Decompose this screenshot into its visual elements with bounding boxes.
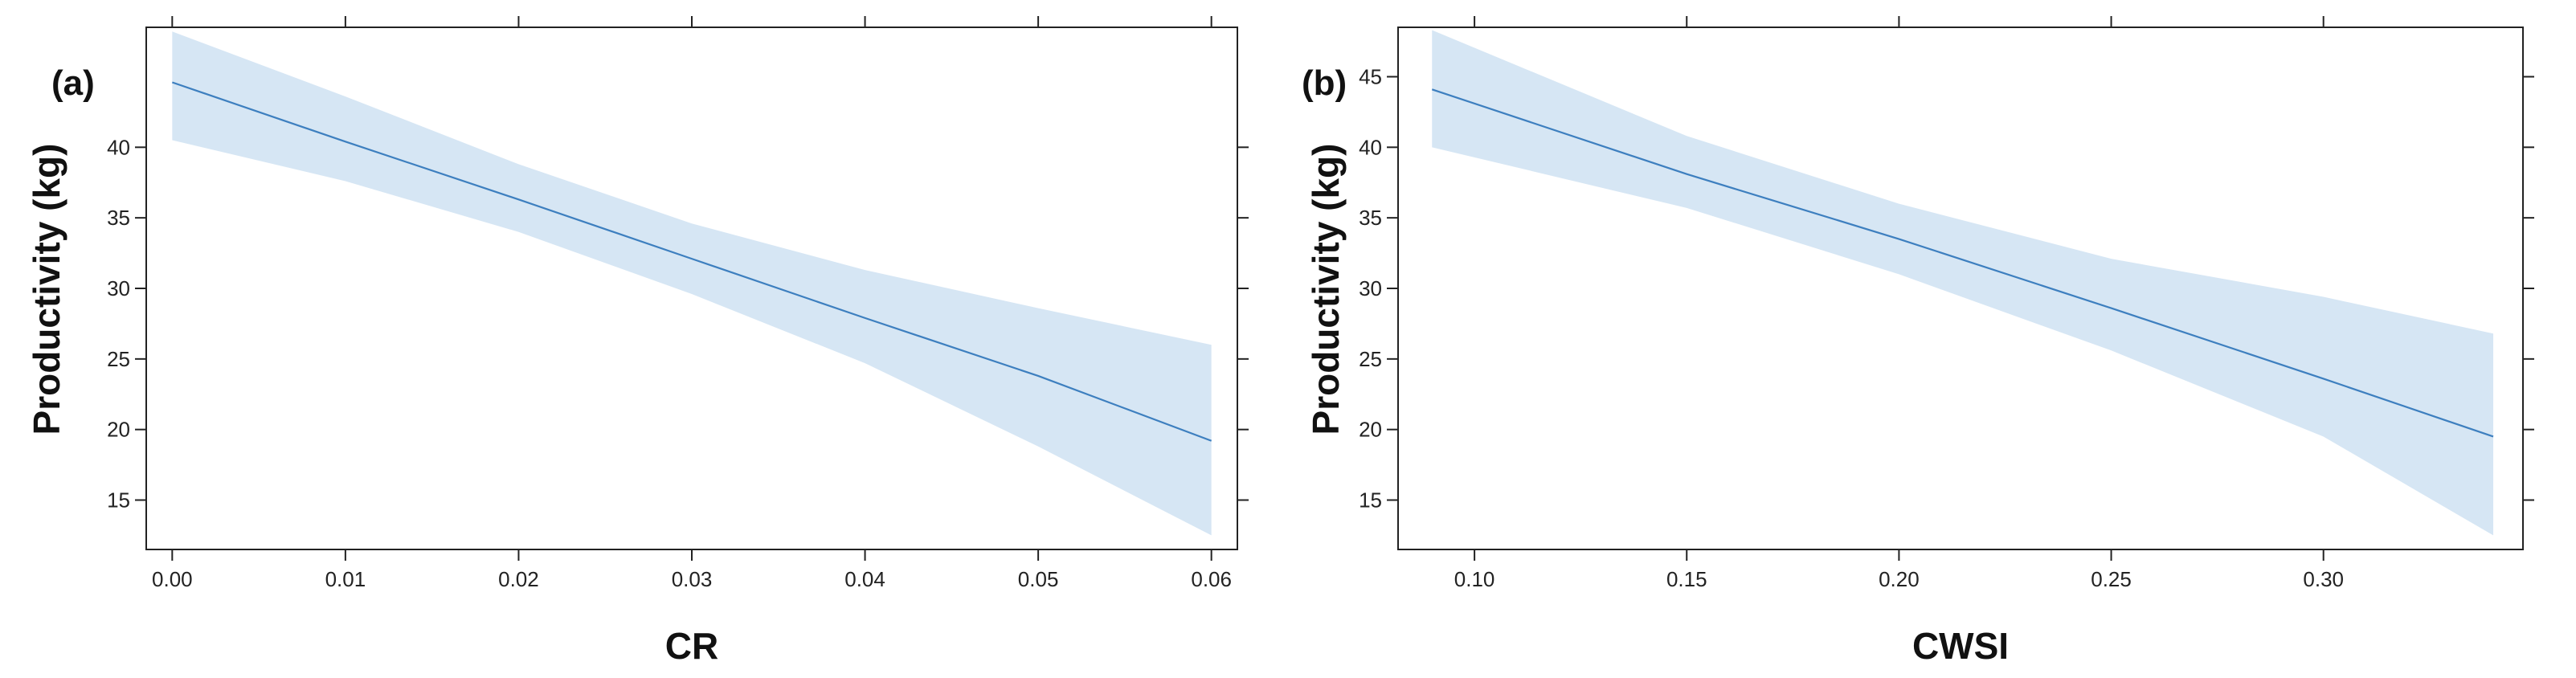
x-tick-label: 0.06 [1191, 567, 1232, 591]
y-tick-label: 20 [107, 418, 130, 442]
panel-label: (a) [51, 63, 95, 103]
confidence-band [1432, 30, 2494, 536]
y-tick-label: 35 [107, 206, 130, 230]
x-tick-label: 0.25 [2091, 567, 2132, 591]
y-tick-label: 15 [1359, 488, 1382, 513]
x-tick-label: 0.30 [2303, 567, 2344, 591]
panel-label: (b) [1302, 63, 1347, 103]
y-tick-label: 25 [1359, 347, 1382, 371]
y-tick-label: 15 [107, 488, 130, 513]
chart-panel-1: 0.00 0.01 0.02 0.03 0.04 0.05 0.06 15 20 25 30 35 40… [26, 16, 1249, 667]
x-axis-title: CWSI [1912, 625, 2009, 667]
confidence-band [172, 31, 1212, 536]
y-tick-label: 30 [1359, 276, 1382, 300]
x-tick-label: 0.02 [498, 567, 539, 591]
y-tick-label: 35 [1359, 206, 1382, 230]
x-tick-label: 0.00 [152, 567, 193, 591]
x-tick-label: 0.05 [1018, 567, 1059, 591]
y-tick-label: 30 [107, 276, 130, 300]
x-tick-label: 0.20 [1879, 567, 1920, 591]
y-tick-label: 40 [107, 135, 130, 159]
y-tick-label: 25 [107, 347, 130, 371]
x-tick-label: 0.15 [1666, 567, 1707, 591]
x-axis-title: CR [665, 625, 718, 667]
y-axis-title: Productivity (kg) [26, 144, 67, 435]
x-tick-label: 0.03 [672, 567, 713, 591]
x-tick-label: 0.04 [844, 567, 885, 591]
y-tick-label: 40 [1359, 135, 1382, 159]
x-tick-label: 0.01 [325, 567, 366, 591]
y-tick-label: 45 [1359, 64, 1382, 88]
y-tick-label: 20 [1359, 418, 1382, 442]
chart-panel-2: 0.10 0.15 0.20 0.25 0.30 15 20 25 30 35 40 45 (b) Pro… [1302, 16, 2534, 667]
fitted-line [171, 81, 1212, 442]
y-axis-title: Productivity (kg) [1305, 144, 1347, 435]
fitted-line [1431, 88, 2494, 438]
x-tick-label: 0.10 [1454, 567, 1495, 591]
